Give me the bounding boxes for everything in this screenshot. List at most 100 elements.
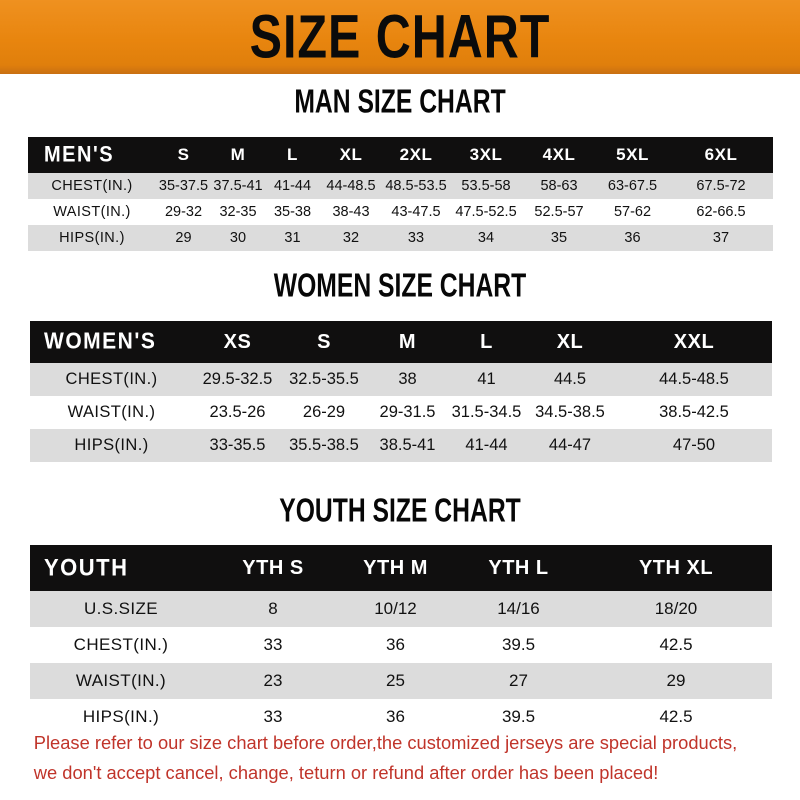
table-cell: 44.5 [553,370,587,388]
table-cell: 41-44 [273,178,312,194]
table-cell: 29 [666,671,686,690]
youth-header-cell-2: YTH M [363,556,428,579]
table-cell: 37.5-41 [213,178,263,194]
table-row: HIPS(IN.) 29 30 31 32 33 34 35 36 37 [28,225,773,251]
table-cell: 10/12 [374,599,417,618]
table-cell: 35 [550,230,568,246]
table-row: WAIST(IN.) 29-32 32-35 35-38 38-43 43-47… [28,199,773,225]
women-row-label-hips: HIPS(IN.) [74,436,149,454]
table-row: CHEST(IN.) 35-37.5 37.5-41 41-44 44-48.5… [28,173,773,199]
women-section-title: WOMEN SIZE CHART [273,265,527,305]
table-cell: 44-48.5 [326,178,376,194]
table-cell: 32-35 [219,204,257,220]
table-cell: 38-43 [332,204,370,220]
table-cell: 42.5 [659,635,693,654]
men-table-header-row: MEN'S S M L XL 2XL 3XL 4XL 5XL 6XL [28,137,773,173]
table-cell: 33 [407,230,425,246]
table-cell: 27 [509,671,528,690]
table-cell: 41 [477,370,496,388]
page-banner: SIZE CHART [0,0,800,74]
table-cell: 25 [386,671,405,690]
table-cell: 29.5-32.5 [202,370,273,388]
table-row: WAIST(IN.) 23.5-26 26-29 29-31.5 31.5-34… [30,396,772,429]
women-header-cell-2: S [317,330,331,353]
men-header-cell-0: MEN'S [44,142,115,167]
table-row: HIPS(IN.) 33 36 39.5 42.5 [30,699,772,735]
table-cell: 38.5-42.5 [659,403,729,421]
women-header-cell-6: XXL [673,330,715,353]
table-cell: 23.5-26 [209,403,266,421]
men-size-table: MEN'S S M L XL 2XL 3XL 4XL 5XL 6XL CHEST… [28,137,773,251]
men-header-cell-4: XL [339,145,363,164]
table-cell: 57-62 [613,204,652,220]
table-row: WAIST(IN.) 23 25 27 29 [30,663,772,699]
men-header-cell-6: 3XL [469,145,503,164]
men-row-label-chest: CHEST(IN.) [51,178,133,194]
table-cell: 29-31.5 [379,403,436,421]
table-cell: 38 [398,370,417,388]
table-cell: 31 [284,230,301,246]
men-header-cell-8: 5XL [616,145,649,164]
table-cell: 35-38 [273,204,312,220]
women-size-table: WOMEN'S XS S M L XL XXL CHEST(IN.) 29.5-… [30,321,772,462]
table-row: U.S.SIZE 8 10/12 14/16 18/20 [30,591,772,627]
table-cell: 47-50 [672,436,716,454]
table-cell: 23 [263,671,283,690]
order-policy-note: Please refer to our size chart before or… [34,728,778,788]
table-cell: 37 [712,230,730,246]
youth-section-title: YOUTH SIZE CHART [279,490,521,530]
table-cell: 36 [386,635,405,654]
youth-row-label-waist: WAIST(IN.) [75,671,167,690]
women-header-cell-1: XS [223,330,252,353]
table-cell: 48.5-53.5 [385,178,447,194]
men-row-label-hips: HIPS(IN.) [59,230,125,246]
table-cell: 29-32 [164,204,203,220]
table-cell: 67.5-72 [696,178,746,194]
men-header-cell-5: 2XL [399,145,433,164]
women-header-cell-5: XL [556,330,584,353]
women-row-label-chest: CHEST(IN.) [65,370,158,388]
man-section-title: MAN SIZE CHART [294,81,506,121]
table-cell: 8 [268,599,278,618]
table-cell: 26-29 [302,403,346,421]
table-cell: 33 [263,635,283,654]
women-row-label-waist: WAIST(IN.) [67,403,156,421]
table-cell: 44.5-48.5 [659,370,729,388]
youth-row-label-ussize: U.S.SIZE [83,599,159,618]
table-row: CHEST(IN.) 33 36 39.5 42.5 [30,627,772,663]
table-cell: 43-47.5 [391,204,441,220]
table-cell: 35-37.5 [158,178,209,194]
table-cell: 63-67.5 [607,178,658,194]
youth-header-cell-0: YOUTH [44,553,129,582]
table-cell: 29 [175,230,192,246]
table-row: CHEST(IN.) 29.5-32.5 32.5-35.5 38 41 44.… [30,363,772,396]
table-cell: 52.5-57 [534,204,584,220]
men-header-cell-7: 4XL [542,145,576,164]
table-cell: 18/20 [654,599,698,618]
table-cell: 53.5-58 [461,178,511,194]
women-header-cell-4: L [480,330,493,353]
table-cell: 30 [229,230,247,246]
table-cell: 36 [624,230,641,246]
men-row-label-waist: WAIST(IN.) [53,204,131,220]
table-cell: 33-35.5 [209,436,266,454]
table-cell: 47.5-52.5 [455,204,517,220]
table-cell: 32.5-35.5 [289,370,359,388]
table-cell: 42.5 [659,707,693,726]
page-title: SIZE CHART [249,2,551,72]
table-cell: 34.5-38.5 [535,403,605,421]
table-cell: 62-66.5 [696,204,746,220]
table-cell: 36 [386,707,405,726]
youth-row-label-hips: HIPS(IN.) [82,707,160,726]
youth-row-label-chest: CHEST(IN.) [73,635,169,654]
table-cell: 38.5-41 [379,436,436,454]
men-header-cell-1: S [177,145,190,164]
table-cell: 14/16 [497,599,540,618]
men-header-cell-9: 6XL [704,145,738,164]
youth-header-cell-3: YTH L [488,556,549,579]
note-line-2: we don't accept cancel, change, teturn o… [33,762,659,783]
table-cell: 34 [477,230,495,246]
table-cell: 32 [342,230,360,246]
note-line-1: Please refer to our size chart before or… [33,732,738,753]
women-header-cell-3: M [398,330,417,353]
